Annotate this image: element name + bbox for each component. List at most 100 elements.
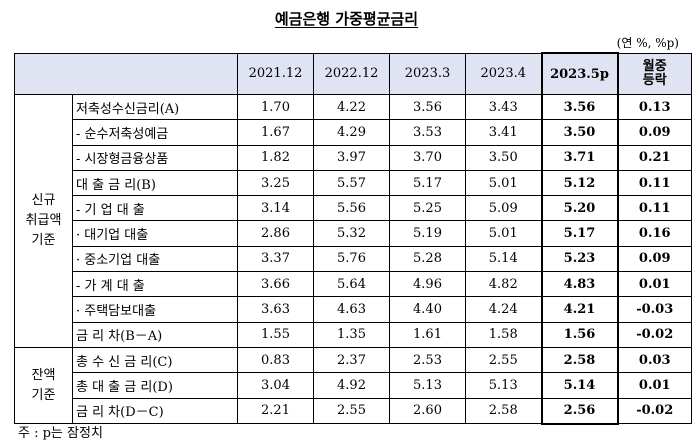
cell-value: 1.70 <box>237 93 314 121</box>
row-label: 총 수 신 금 리(C) <box>72 346 238 374</box>
row-label: 금 리 차(D－C) <box>72 397 238 425</box>
row-label: - 가 계 대 출 <box>72 271 238 298</box>
cell-value: 2.58 <box>540 346 619 374</box>
table-row: 금 리 차(B－A) 1.55 1.35 1.61 1.58 1.56 -0.02 <box>15 321 692 348</box>
cell-value: 4.83 <box>540 271 619 298</box>
table-row: · 대기업 대출 2.86 5.32 5.19 5.01 5.17 0.16 <box>15 220 692 247</box>
col-header: 2023.4 <box>465 52 542 95</box>
cell-value: 4.21 <box>540 296 619 323</box>
table-row: - 순수저축성예금 1.67 4.29 3.53 3.41 3.50 0.09 <box>15 119 692 146</box>
cell-value: 1.67 <box>237 119 314 146</box>
cell-value: 5.56 <box>313 195 390 222</box>
unit-label: (연 %, %p) <box>616 36 679 50</box>
cell-value: 5.01 <box>465 220 542 247</box>
category-label-line: 취급액 <box>25 212 62 228</box>
row-label: · 대기업 대출 <box>72 220 238 247</box>
cell-change: 0.16 <box>617 220 692 247</box>
cell-value: 2.55 <box>465 346 542 374</box>
table-row: - 가 계 대 출 3.66 5.64 4.96 4.82 4.83 0.01 <box>15 271 692 298</box>
category-label-line: 신규 <box>31 192 56 208</box>
cell-value: 1.82 <box>237 144 314 171</box>
cell-change: -0.02 <box>617 321 692 348</box>
cell-value: 5.14 <box>540 372 619 399</box>
row-label: - 시장형금융상품 <box>72 144 238 171</box>
cell-value: 5.17 <box>389 169 466 197</box>
cell-value: 2.55 <box>313 397 390 425</box>
cell-value: 4.22 <box>313 93 390 121</box>
cell-value: 3.66 <box>237 271 314 298</box>
cell-change: 0.21 <box>617 144 692 171</box>
cell-value: 1.55 <box>237 321 314 348</box>
cell-value: 3.41 <box>465 119 542 146</box>
cell-value: 3.63 <box>237 296 314 323</box>
cell-value: 5.64 <box>313 271 390 298</box>
cell-value: 5.20 <box>540 195 619 222</box>
cell-value: 1.35 <box>313 321 390 348</box>
cell-change: 0.01 <box>617 372 692 399</box>
cell-change: -0.03 <box>617 296 692 323</box>
table-row: 대 출 금 리(B) 3.25 5.57 5.17 5.01 5.12 0.11 <box>15 169 692 197</box>
cell-value: 5.32 <box>313 220 390 247</box>
cell-value: 4.92 <box>313 372 390 399</box>
row-label: 저축성수신금리(A) <box>72 93 238 121</box>
cell-value: 0.83 <box>237 346 314 374</box>
table-row: 신규 취급액 기준 저축성수신금리(A) 1.70 4.22 3.56 3.43 3.56 0.1… <box>14 93 692 348</box>
category-label-line: 기준 <box>31 387 56 403</box>
cell-value: 5.13 <box>389 372 466 399</box>
cell-value: 3.71 <box>540 144 619 171</box>
cell-change: 0.03 <box>617 346 692 374</box>
cell-value: 3.70 <box>389 144 466 171</box>
row-label: · 중소기업 대출 <box>72 245 238 273</box>
row-label: 금 리 차(B－A) <box>72 321 238 348</box>
cell-value: 5.23 <box>540 245 619 273</box>
cell-value: 3.25 <box>237 169 314 197</box>
cell-value: 1.56 <box>540 321 619 348</box>
cell-change: 0.01 <box>617 271 692 298</box>
col-header: 2022.12 <box>313 52 390 95</box>
cell-value: 4.40 <box>389 296 466 323</box>
category-label-line: 기준 <box>31 232 56 248</box>
table-row: 금 리 차(D－C) 2.21 2.55 2.60 2.58 2.56 -0.02 <box>15 397 692 425</box>
cell-change: 0.11 <box>617 169 692 197</box>
cell-value: 2.86 <box>237 220 314 247</box>
cell-value: 3.50 <box>465 144 542 171</box>
row-label: 대 출 금 리(B) <box>72 169 238 197</box>
cell-value: 3.56 <box>389 93 466 121</box>
row-label: 총 대 출 금 리(D) <box>72 372 238 399</box>
cell-value: 5.25 <box>389 195 466 222</box>
cell-value: 3.14 <box>237 195 314 222</box>
row-label: - 순수저축성예금 <box>72 119 238 146</box>
cell-value: 2.53 <box>389 346 466 374</box>
cell-value: 2.37 <box>313 346 390 374</box>
cell-value: 1.58 <box>465 321 542 348</box>
table-row: · 중소기업 대출 3.37 5.76 5.28 5.14 5.23 0.09 <box>15 245 692 273</box>
cell-change: 0.11 <box>617 195 692 222</box>
table-row: 총 대 출 금 리(D) 3.04 4.92 5.13 5.13 5.14 0.01 <box>15 372 692 399</box>
cell-value: 4.29 <box>313 119 390 146</box>
cell-value: 4.82 <box>465 271 542 298</box>
footnote: 주 : p는 잠정치 <box>18 426 103 441</box>
cell-change: 0.13 <box>617 93 692 121</box>
cell-value: 5.76 <box>313 245 390 273</box>
cell-value: 5.19 <box>389 220 466 247</box>
cell-value: 3.56 <box>540 93 619 121</box>
cell-value: 3.04 <box>237 372 314 399</box>
cell-value: 5.13 <box>465 372 542 399</box>
cell-change: 0.09 <box>617 119 692 146</box>
row-label: - 기 업 대 출 <box>72 195 238 222</box>
cell-value: 2.58 <box>465 397 542 425</box>
table-row: - 기 업 대 출 3.14 5.56 5.25 5.09 5.20 0.11 <box>15 195 692 222</box>
cell-value: 3.50 <box>540 119 619 146</box>
cell-value: 3.53 <box>389 119 466 146</box>
category-label-line: 잔액 <box>31 367 56 383</box>
cell-change: 0.09 <box>617 245 692 273</box>
cell-value: 5.57 <box>313 169 390 197</box>
col-header: 2023.3 <box>389 52 466 95</box>
table-row: - 시장형금융상품 1.82 3.97 3.70 3.50 3.71 0.21 <box>15 144 692 171</box>
cell-value: 5.12 <box>540 169 619 197</box>
cell-value: 3.37 <box>237 245 314 273</box>
cell-value: 4.63 <box>313 296 390 323</box>
cell-value: 3.43 <box>465 93 542 121</box>
